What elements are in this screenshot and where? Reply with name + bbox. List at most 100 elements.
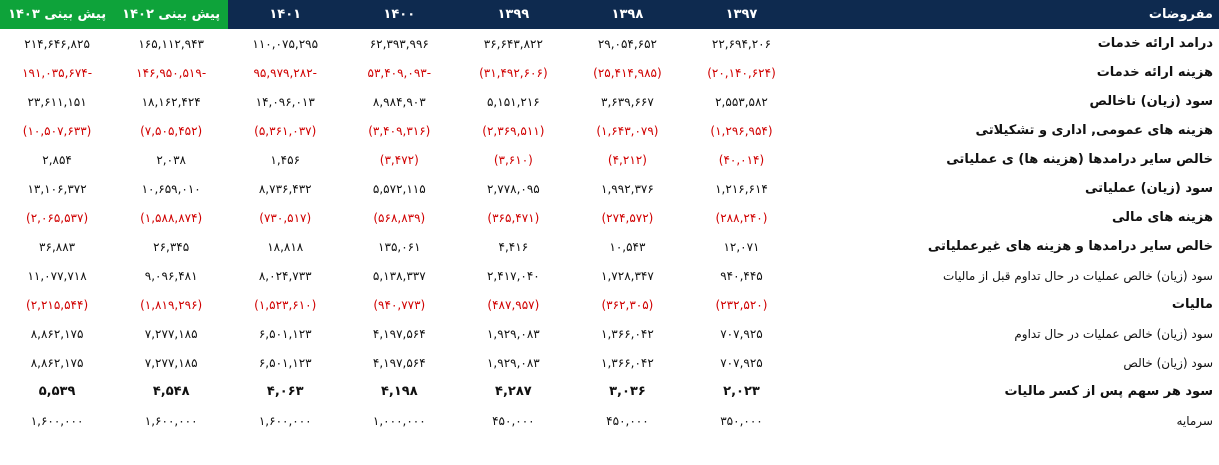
row-label: هزینه های عمومی, اداری و تشکیلاتی (975, 123, 1213, 138)
value-cell: ۴,۵۴۸ (152, 384, 190, 399)
value-cell: ۱,۰۰۰,۰۰۰ (372, 413, 426, 428)
value-cell: (۹۴۰,۷۷۳) (373, 297, 426, 312)
value-cell: ۹,۰۹۶,۴۸۱ (144, 268, 198, 283)
value-cell: ۴,۲۸۷ (495, 384, 532, 399)
value-cell: (۳۶۵,۴۷۱) (487, 210, 540, 225)
table-row: سود (زیان) خالص عملیات در حال تداوم قبل … (0, 261, 1219, 290)
value-cell: ۵,۱۵۱,۲۱۶ (486, 94, 540, 109)
table-row: خالص سایر درامدها و هزینه های غیرعملیاتی… (0, 232, 1219, 261)
value-cell: -۱۹۱,۰۳۵,۶۷۴ (22, 65, 93, 80)
row-label: سرمایه (1176, 413, 1213, 428)
value-cell: (۴۸۷,۹۵۷) (487, 297, 540, 312)
value-cell: ۴,۰۶۳ (266, 384, 304, 399)
header-forecast-1403: پیش بینی ۱۴۰۳ (0, 0, 115, 29)
value-cell: ۵,۵۷۲,۱۱۵ (372, 181, 426, 196)
value-cell: (۳۱,۴۹۲,۶۰۶) (479, 65, 548, 80)
value-cell: (۱,۸۱۹,۲۹۶) (140, 297, 203, 312)
table-row: سود (زیان) ناخالص ۲,۵۵۳,۵۸۲ ۳,۶۳۹,۶۶۷ ۵,۱۵۱… (0, 87, 1219, 116)
value-cell: ۵,۵۳۹ (38, 384, 76, 399)
value-cell: -۹۵,۹۷۹,۲۸۲ (253, 65, 317, 80)
table-row: سرمایه ۳۵۰,۰۰۰ ۴۵۰,۰۰۰ ۴۵۰,۰۰۰ ۱,۰۰۰,۰۰۰ ۱,۶۰… (0, 406, 1219, 435)
value-cell: ۴,۱۹۸ (380, 384, 418, 399)
value-cell: ۱۴,۰۹۶,۰۱۳ (255, 94, 315, 109)
value-cell: ۸,۸۶۲,۱۷۵ (30, 355, 84, 370)
table-row: خالص سایر درامدها (هزینه ها) ی عملیاتی (۴… (0, 145, 1219, 174)
value-cell: ۱,۷۲۸,۳۴۷ (601, 268, 654, 283)
value-cell: ۱۸,۸۱۸ (267, 239, 304, 254)
table-row: سود (زیان) عملیاتی ۱,۲۱۶,۶۱۴ ۱,۹۹۲,۳۷۶ ۲,۷۷… (0, 174, 1219, 203)
value-cell: ۴,۱۹۷,۵۶۴ (372, 326, 426, 341)
value-cell: ۳۵۰,۰۰۰ (720, 413, 763, 428)
value-cell: (۱۰,۵۰۷,۶۳۳) (22, 123, 92, 138)
row-label: خالص سایر درامدها (هزینه ها) ی عملیاتی (946, 152, 1213, 167)
value-cell: ۱,۳۶۶,۰۴۲ (601, 326, 654, 341)
table-row: سود هر سهم پس از کسر مالیات ۲,۰۲۳ ۳,۰۳۶ ۴,۲… (0, 377, 1219, 406)
row-label: هزینه ارائه خدمات (1096, 65, 1213, 80)
row-label: سود (زیان) ناخالص (1089, 94, 1213, 109)
value-cell: ۱,۹۲۹,۰۸۳ (486, 355, 540, 370)
value-cell: ۳,۶۳۹,۶۶۷ (601, 94, 654, 109)
value-cell: ۲۶,۳۴۵ (153, 239, 190, 254)
value-cell: ۱,۲۱۶,۶۱۴ (715, 181, 768, 196)
value-cell: ۱۱,۰۷۷,۷۱۸ (27, 268, 87, 283)
value-cell: ۲,۸۵۴ (42, 152, 72, 167)
value-cell: (۲,۲۱۵,۵۴۴) (26, 297, 89, 312)
value-cell: ۱۶۵,۱۱۲,۹۴۳ (138, 36, 204, 51)
value-cell: ۲,۷۷۸,۰۹۵ (486, 181, 540, 196)
value-cell: ۲۱۴,۶۴۶,۸۲۵ (24, 36, 90, 51)
value-cell: (۲۷۴,۵۷۲) (601, 210, 654, 225)
value-cell: ۲۳,۶۱۱,۱۵۱ (27, 94, 87, 109)
value-cell: ۱۸,۱۶۲,۴۲۴ (141, 94, 201, 109)
row-label: مالیات (1171, 297, 1213, 312)
table-row: هزینه های مالی (۲۸۸,۲۴۰) (۲۷۴,۵۷۲) (۳۶۵,۴۷۱… (0, 203, 1219, 232)
value-cell: -۵۳,۴۰۹,۰۹۳ (367, 65, 432, 80)
value-cell: ۴,۴۱۶ (498, 239, 529, 254)
value-cell: ۲۲,۶۹۴,۲۰۶ (711, 36, 772, 51)
value-cell: ۱,۴۵۶ (270, 152, 301, 167)
table-row: سود (زیان) خالص ۷۰۷,۹۲۵ ۱,۳۶۶,۰۴۲ ۱,۹۲۹,۰۸۳… (0, 348, 1219, 377)
value-cell: ۵,۱۳۸,۳۳۷ (372, 268, 426, 283)
value-cell: (۲۳۲,۵۲۰) (715, 297, 768, 312)
value-cell: (۱,۵۸۸,۸۷۴) (140, 210, 203, 225)
table-row: درامد ارائه خدمات ۲۲,۶۹۴,۲۰۶ ۲۹,۰۵۴,۶۵۲ ۳۶,… (0, 29, 1219, 58)
value-cell: ۶۲,۳۹۳,۹۹۶ (369, 36, 429, 51)
value-cell: (۳,۴۰۹,۳۱۶) (368, 123, 431, 138)
value-cell: ۱۳۵,۰۶۱ (378, 239, 421, 254)
value-cell: -۱۴۶,۹۵۰,۵۱۹ (136, 65, 207, 80)
row-label: سود (زیان) خالص عملیات در حال تداوم قبل … (943, 268, 1213, 283)
header-year-1401: ۱۴۰۱ (228, 0, 343, 29)
header-forecast-1402: پیش بینی ۱۴۰۲ (114, 0, 229, 29)
value-cell: ۷,۲۷۷,۱۸۵ (144, 355, 198, 370)
value-cell: (۳,۶۱۰) (493, 152, 533, 167)
value-cell: ۶,۵۰۱,۱۲۳ (258, 326, 312, 341)
value-cell: (۳۶۲,۳۰۵) (601, 297, 654, 312)
header-year-1397: ۱۳۹۷ (684, 0, 799, 29)
value-cell: ۷۰۷,۹۲۵ (720, 326, 763, 341)
value-cell: ۹۴۰,۴۴۵ (720, 268, 763, 283)
value-cell: ۷۰۷,۹۲۵ (720, 355, 763, 370)
value-cell: (۲,۰۶۵,۵۳۷) (26, 210, 89, 225)
financial-assumptions-table: مفروضات ۱۳۹۷ ۱۳۹۸ ۱۳۹۹ ۱۴۰۰ ۱۴۰۱ پیش بین… (0, 0, 1219, 435)
value-cell: ۲,۵۵۳,۵۸۲ (715, 94, 768, 109)
value-cell: (۱,۶۴۳,۰۷۹) (596, 123, 659, 138)
value-cell: (۵۶۸,۸۳۹) (373, 210, 426, 225)
value-cell: ۱۰,۶۵۹,۰۱۰ (141, 181, 201, 196)
value-cell: ۳۶,۶۴۳,۸۲۲ (483, 36, 543, 51)
header-year-1400: ۱۴۰۰ (342, 0, 457, 29)
value-cell: ۱,۹۲۹,۰۸۳ (486, 326, 540, 341)
header-label: مفروضات (798, 0, 1219, 29)
value-cell: (۷,۵۰۵,۴۵۲) (140, 123, 203, 138)
value-cell: ۱,۳۶۶,۰۴۲ (601, 355, 654, 370)
value-cell: ۳۶,۸۸۳ (39, 239, 76, 254)
value-cell: ۱,۶۰۰,۰۰۰ (258, 413, 312, 428)
value-cell: ۷,۲۷۷,۱۸۵ (144, 326, 198, 341)
table-row: مالیات (۲۳۲,۵۲۰) (۳۶۲,۳۰۵) (۴۸۷,۹۵۷) (۹۴۰,۷۷… (0, 290, 1219, 319)
value-cell: (۴,۲۱۲) (607, 152, 647, 167)
value-cell: ۸,۷۳۶,۴۳۲ (258, 181, 312, 196)
value-cell: ۲,۴۱۷,۰۴۰ (486, 268, 540, 283)
row-label: سود (زیان) خالص (1123, 355, 1213, 370)
value-cell: (۴۰,۰۱۴) (718, 152, 765, 167)
value-cell: (۲۰,۱۴۰,۶۲۴) (707, 65, 776, 80)
value-cell: ۸,۰۲۴,۷۳۳ (258, 268, 312, 283)
value-cell: ۴,۱۹۷,۵۶۴ (372, 355, 426, 370)
